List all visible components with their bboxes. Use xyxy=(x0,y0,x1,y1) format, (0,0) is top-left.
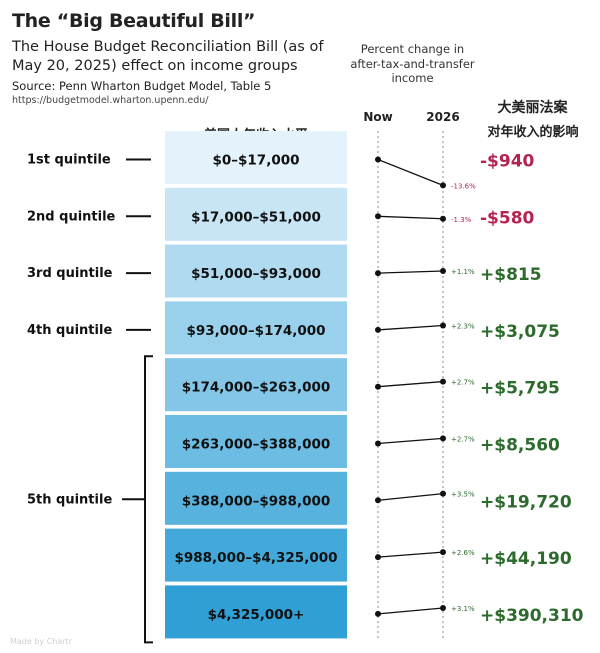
income-band xyxy=(165,301,347,355)
quintile-label: 4th quintile xyxy=(27,323,112,338)
income-band xyxy=(165,244,347,298)
pct-change-label: +2.6% xyxy=(451,549,475,557)
pct-change-label: +2.7% xyxy=(451,435,475,443)
percent-change-header: Percent change in after-tax-and-transfer… xyxy=(350,42,475,85)
income-band-label: $388,000–$988,000 xyxy=(182,493,331,509)
chart-subtitle: The House Budget Reconciliation Bill (as… xyxy=(12,39,324,74)
pct-change-label: +3.5% xyxy=(451,491,475,499)
cn-subtitle: 对年收入的影响 xyxy=(487,125,579,140)
income-band xyxy=(165,471,347,525)
point-2026 xyxy=(440,549,446,556)
point-2026 xyxy=(440,182,446,189)
income-band-label: $263,000–$388,000 xyxy=(182,437,331,453)
watermark: Made by Chartr xyxy=(10,637,72,646)
slope-line xyxy=(377,324,444,331)
dollar-change-label: +$815 xyxy=(480,265,542,285)
dollar-change-label: +$44,190 xyxy=(480,549,572,569)
income-band-label: $988,000–$4,325,000 xyxy=(174,550,337,566)
pct-change-label: +2.7% xyxy=(451,379,475,387)
pct-change-label: -13.6% xyxy=(451,182,476,190)
income-band-label: $0–$17,000 xyxy=(212,153,299,169)
income-band-label: $17,000–$51,000 xyxy=(191,209,321,225)
income-band xyxy=(165,528,347,582)
pct-change-label: -1.3% xyxy=(451,216,472,224)
dollar-change-label: -$940 xyxy=(480,152,535,172)
pct-change-label: +2.3% xyxy=(451,323,475,331)
point-2026 xyxy=(440,215,446,222)
income-band-label: $4,325,000+ xyxy=(208,607,305,623)
point-now xyxy=(375,610,381,617)
source-note: Source: Penn Wharton Budget Model, Table… xyxy=(12,79,272,93)
source-url: https://budgetmodel.wharton.upenn.edu/ xyxy=(12,95,209,106)
income-band xyxy=(165,585,347,639)
point-now xyxy=(375,440,381,447)
income-band xyxy=(165,358,347,412)
slope-line xyxy=(377,215,444,220)
quintile-label: 3rd quintile xyxy=(27,266,113,281)
point-2026 xyxy=(440,378,446,385)
point-2026 xyxy=(440,490,446,497)
slope-line xyxy=(377,551,444,558)
point-now xyxy=(375,326,381,333)
slope-line xyxy=(377,607,444,615)
slope-line xyxy=(377,437,444,445)
dollar-change-label: +$390,310 xyxy=(480,606,584,626)
slope-line xyxy=(377,270,444,274)
dollar-change-label: -$580 xyxy=(480,208,535,228)
income-band-label: $93,000–$174,000 xyxy=(186,323,325,339)
point-2026 xyxy=(440,268,446,275)
x-label-now: Now xyxy=(363,110,392,124)
point-now xyxy=(375,554,381,561)
slope-line xyxy=(377,493,444,501)
slope-line xyxy=(377,158,444,186)
point-now xyxy=(375,270,381,277)
quintile-label: 2nd quintile xyxy=(27,209,116,224)
pct-change-label: +1.1% xyxy=(451,268,475,276)
x-label-2026: 2026 xyxy=(426,110,459,124)
income-band-label: $51,000–$93,000 xyxy=(191,266,321,282)
fifth-quintile-bracket xyxy=(144,355,153,644)
dollar-change-label: +$3,075 xyxy=(480,322,560,342)
pct-change-label: +3.1% xyxy=(451,605,475,613)
cn-title: 大美丽法案 xyxy=(497,100,568,116)
point-now xyxy=(375,383,381,390)
dollar-change-label: +$5,795 xyxy=(480,379,560,399)
point-now xyxy=(375,497,381,504)
point-2026 xyxy=(440,435,446,442)
income-band-label: $174,000–$263,000 xyxy=(182,380,331,396)
quintile-label: 1st quintile xyxy=(27,153,111,168)
point-now xyxy=(375,156,381,163)
dollar-change-label: +$19,720 xyxy=(480,492,572,512)
quintile-label: 5th quintile xyxy=(27,492,112,507)
income-band xyxy=(165,415,347,468)
point-2026 xyxy=(440,605,446,612)
income-band xyxy=(165,187,347,241)
chart-title: The “Big Beautiful Bill” xyxy=(12,10,256,32)
point-now xyxy=(375,213,381,220)
dollar-change-label: +$8,560 xyxy=(480,436,560,456)
point-2026 xyxy=(440,322,446,329)
income-band xyxy=(165,131,347,184)
slope-line xyxy=(377,380,444,388)
